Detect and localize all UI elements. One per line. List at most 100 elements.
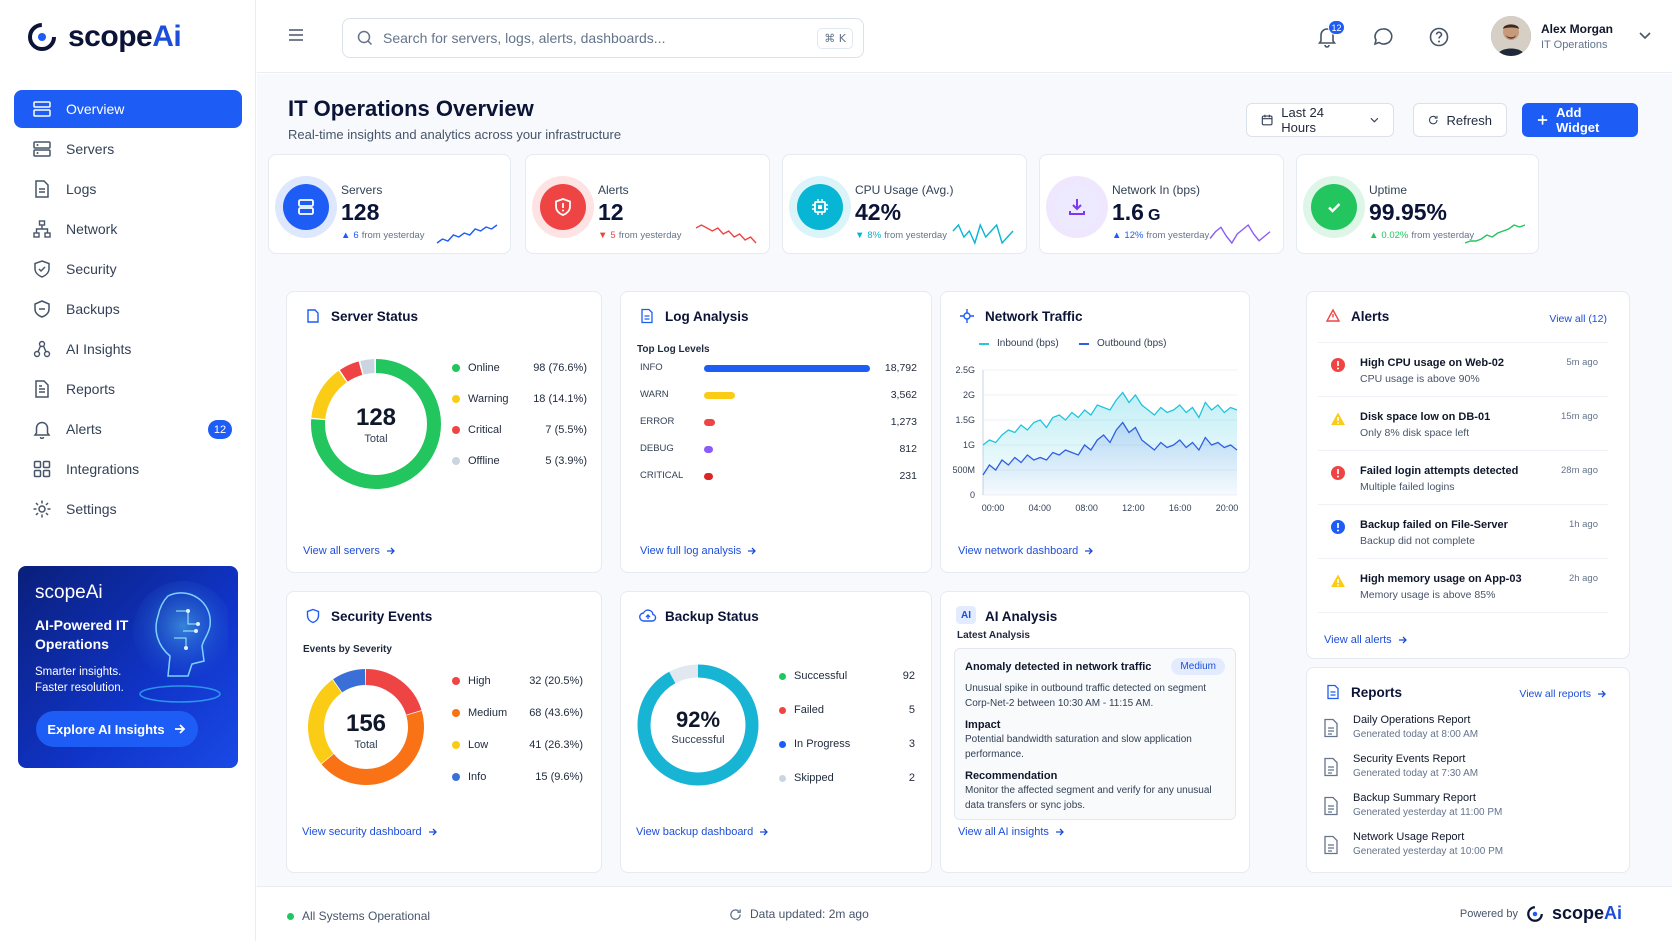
- stat-card-uptime[interactable]: Uptime 99.95% ▲ 0.02% from yesterday: [1296, 154, 1539, 254]
- report-icon: [32, 379, 52, 399]
- report-generated: Generated today at 7:30 AM: [1353, 768, 1479, 779]
- arrow-right-icon: [1055, 828, 1064, 836]
- stat-value: 128: [341, 199, 380, 225]
- log-level-critical-bar: [704, 473, 713, 480]
- report-icon: [1327, 684, 1339, 700]
- view-all-servers-link[interactable]: View all servers: [303, 545, 396, 557]
- report-item[interactable]: Security Events Report Generated today at…: [1321, 753, 1611, 787]
- bell-alert-icon: [1325, 308, 1341, 322]
- alerts-panel-title: Alerts: [1351, 309, 1390, 324]
- log-level-critical-value: 231: [899, 470, 917, 482]
- legend-value: 32 (20.5%): [529, 675, 583, 687]
- report-title: Security Events Report: [1353, 753, 1466, 765]
- document-icon: [1323, 796, 1339, 816]
- legend-successful: Successful: [779, 670, 847, 682]
- explore-ai-insights-button[interactable]: Explore AI Insights: [36, 711, 198, 747]
- legend-offline: Offline: [452, 455, 500, 467]
- sidebar-item-logs[interactable]: Logs: [14, 170, 242, 208]
- chat-icon[interactable]: [1372, 26, 1394, 48]
- stat-label: Servers: [341, 183, 383, 197]
- promo-brand: scopeAi: [35, 582, 103, 603]
- ai-badge-icon: AI: [956, 606, 976, 624]
- sidebar-item-alerts[interactable]: Alerts 12: [14, 410, 242, 448]
- help-icon[interactable]: [1428, 26, 1450, 48]
- y-tick-label: 1G: [963, 440, 975, 450]
- error-icon: [1330, 465, 1346, 481]
- sidebar-item-overview[interactable]: Overview: [14, 90, 242, 128]
- sidebar-item-label: Integrations: [66, 461, 140, 477]
- sidebar-item-integrations[interactable]: Integrations: [14, 450, 242, 488]
- stat-sparkline: [1209, 223, 1271, 245]
- report-item[interactable]: Network Usage Report Generated yesterday …: [1321, 831, 1611, 865]
- log-analysis-card: Log Analysis Top Log Levels INFO 18,792 WA…: [620, 291, 932, 573]
- sidebar-item-servers[interactable]: Servers: [14, 130, 242, 168]
- stat-card-cpu-usage-avg[interactable]: CPU Usage (Avg.) 42% ▼ 8% from yesterday: [782, 154, 1027, 254]
- system-status: All Systems Operational: [287, 909, 430, 923]
- alert-description: Memory usage is above 85%: [1360, 589, 1496, 601]
- ai-analysis-detail: Anomaly detected in network traffic Medi…: [954, 648, 1236, 820]
- add-widget-button[interactable]: Add Widget: [1522, 103, 1638, 137]
- report-item[interactable]: Daily Operations Report Generated today a…: [1321, 714, 1611, 748]
- date-range-select[interactable]: Last 24 Hours: [1246, 103, 1394, 137]
- warning-icon: [1330, 411, 1346, 427]
- ai-promo-card: scopeAi AI-Powered IT Operations Smarter…: [18, 566, 238, 768]
- legend-dot-icon: [452, 364, 460, 372]
- stat-card-servers[interactable]: Servers 128 ▲ 6 from yesterday: [268, 154, 511, 254]
- brand-logo[interactable]: scopeAi: [26, 20, 182, 54]
- server-total-value: 128: [355, 404, 397, 431]
- hamburger-menu-icon[interactable]: [287, 27, 305, 43]
- alert-item[interactable]: High CPU usage on Web-02 CPU usage is abo…: [1318, 342, 1608, 396]
- main-content: IT Operations Overview Real-time insight…: [257, 74, 1672, 886]
- sidebar-item-network[interactable]: Network: [14, 210, 242, 248]
- view-network-dashboard-link[interactable]: View network dashboard: [958, 545, 1094, 557]
- sidebar-item-backups[interactable]: Backups: [14, 290, 242, 328]
- ai-head-illustration-icon: [133, 581, 228, 703]
- alert-item[interactable]: Failed login attempts detected Multiple f…: [1318, 450, 1608, 504]
- sidebar-item-security[interactable]: Security: [14, 250, 242, 288]
- search-input[interactable]: [383, 30, 803, 46]
- stat-card-network-in-bps[interactable]: Network In (bps) 1.6 G ▲ 12% from yesterday: [1039, 154, 1284, 254]
- stat-value: 12: [598, 199, 624, 225]
- stat-delta: ▲ 6 from yesterday: [341, 230, 425, 241]
- alert-item[interactable]: Disk space low on DB-01 Only 8% disk spac…: [1318, 396, 1608, 450]
- document-icon: [1323, 718, 1339, 738]
- view-full-log-analysis-link[interactable]: View full log analysis: [640, 545, 757, 557]
- sidebar-item-label: Reports: [66, 381, 116, 397]
- alert-title: High CPU usage on Web-02: [1360, 357, 1505, 369]
- view-all-ai-insights-link[interactable]: View all AI insights: [958, 826, 1065, 838]
- view-all-reports-link[interactable]: View all reports: [1519, 688, 1607, 700]
- alert-item[interactable]: Backup failed on File-Server Backup did n…: [1318, 504, 1608, 558]
- security-events-card: Security Events Events by Severity 156 T…: [286, 591, 602, 873]
- sidebar-item-settings[interactable]: Settings: [14, 490, 242, 528]
- legend-in-progress: In Progress: [779, 738, 850, 750]
- user-menu[interactable]: Alex Morgan IT Operations: [1491, 16, 1651, 56]
- view-security-dashboard-link[interactable]: View security dashboard: [302, 826, 438, 838]
- legend-skipped: Skipped: [779, 772, 834, 784]
- view-backup-dashboard-link[interactable]: View backup dashboard: [636, 826, 769, 838]
- y-tick-label: 500M: [952, 465, 975, 475]
- alert-item[interactable]: High memory usage on App-03 Memory usage …: [1318, 558, 1608, 612]
- series-line-outbound: [982, 421, 1238, 476]
- sidebar-item-reports[interactable]: Reports: [14, 370, 242, 408]
- legend-value: 15 (9.6%): [535, 771, 583, 783]
- view-all-alerts-count-link[interactable]: View all (12): [1549, 313, 1607, 325]
- page-title: IT Operations Overview: [288, 96, 534, 121]
- ai-analysis-title: AI Analysis: [985, 609, 1058, 624]
- log-analysis-subtitle: Top Log Levels: [637, 344, 710, 355]
- alert-title: Backup failed on File-Server: [1360, 519, 1508, 531]
- arrow-right-icon: [1398, 636, 1407, 644]
- legend-value: 5 (3.9%): [545, 455, 587, 467]
- backup-success-value: 92%: [675, 707, 721, 732]
- stat-card-alerts[interactable]: Alerts 12 ▼ 5 from yesterday: [525, 154, 770, 254]
- arrow-right-icon: [428, 828, 437, 836]
- sidebar-item-label: Logs: [66, 181, 97, 197]
- view-all-alerts-link[interactable]: View all alerts: [1324, 634, 1408, 646]
- ai-insights-icon: [32, 339, 52, 359]
- report-item[interactable]: Backup Summary Report Generated yesterday…: [1321, 792, 1611, 826]
- donut-segment: [308, 669, 424, 785]
- legend-value: 98 (76.6%): [533, 362, 587, 374]
- backup-success-ring: [637, 664, 759, 786]
- legend-dot-icon: [779, 740, 786, 748]
- refresh-button[interactable]: Refresh: [1413, 103, 1507, 137]
- sidebar-item-ai-insights[interactable]: AI Insights: [14, 330, 242, 368]
